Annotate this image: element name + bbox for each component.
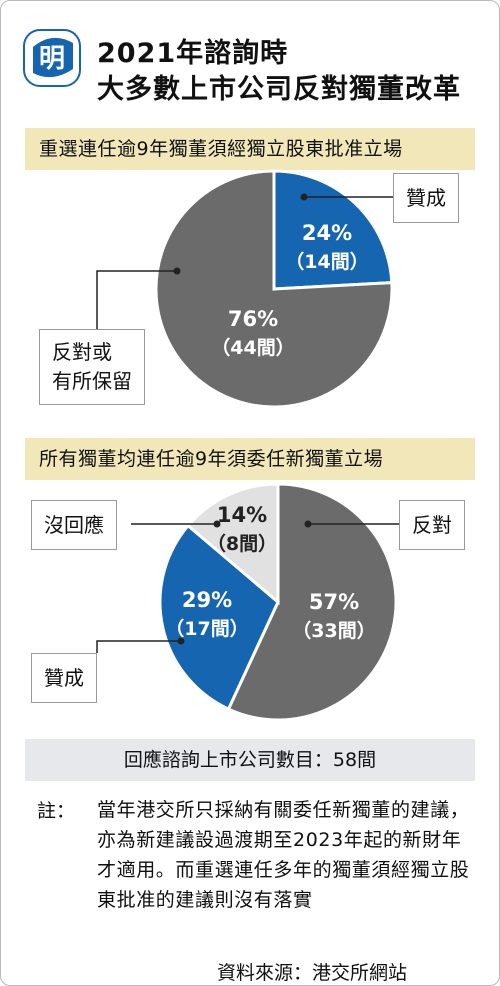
chart1-legend-support: 贊成 [393,173,459,223]
pie-slice-1 [158,523,280,712]
svg-text:明: 明 [39,44,65,74]
chart1-oppose-leader [96,270,177,329]
slice-percent-label: 29% [182,588,232,612]
chart2-support-leader-dot [177,637,185,645]
chart1-legend-oppose: 反對或 有所保留 [39,329,145,405]
title-line-1: 2021年諮詢時 [97,38,289,69]
slice-count-label: （8間） [207,532,277,555]
source-credit: 資料來源：港交所網站 [216,962,407,984]
chart2-support-leader [96,640,181,653]
chart2-legend-oppose: 反對 [399,500,465,550]
slice-count-label: （17間） [165,617,248,640]
chart1-legend-oppose-line1: 反對或 [52,340,112,364]
chart1-support-leader-dot [300,193,308,201]
slice-percent-label: 14% [217,503,267,527]
chart1-oppose-leader-dot [173,267,181,275]
ming-pao-logo-icon: 明 [23,29,81,87]
chart1-title: 重選連任逾9年獨董須經獨立股東批准立場 [25,128,475,170]
chart2-title: 所有獨董均連任逾9年須委任新獨董立場 [25,438,475,480]
slice-percent-label: 76% [228,307,278,331]
chart1-legend-oppose-line2: 有所保留 [52,369,132,393]
slice-percent-label: 57% [309,590,359,614]
chart2-oppose-leader-dot [304,520,312,528]
pie-slice-0 [226,482,398,722]
pie-slice-0 [272,169,394,291]
chart2-legend-support: 贊成 [31,653,97,703]
slice-count-label: （14間） [285,250,368,273]
chart2-svg: 57% （33間） 29% （17間） 14% （8間） [96,482,399,722]
pie-slice-1 [154,169,394,409]
pie-slice-2 [185,482,280,606]
slice-percent-label: 24% [302,221,352,245]
slice-count-label: （33間） [292,619,375,642]
chart1-svg: 24% （14間） 76% （44間） [96,169,394,409]
title-line-2: 大多數上市公司反對獨董改革 [97,74,461,105]
note-text: 當年港交所只採納有關委任新獨董的建議，亦為新建議設過渡期至2023年起的新財年才… [97,799,470,911]
chart2-legend-no-response: 沒回應 [31,500,117,550]
respondents-count: 回應諮詢上市公司數目：58間 [25,739,475,781]
note-prefix: 註： [37,800,76,822]
chart2-no-response-leader-dot [213,520,221,528]
slice-count-label: （44間） [211,336,294,359]
